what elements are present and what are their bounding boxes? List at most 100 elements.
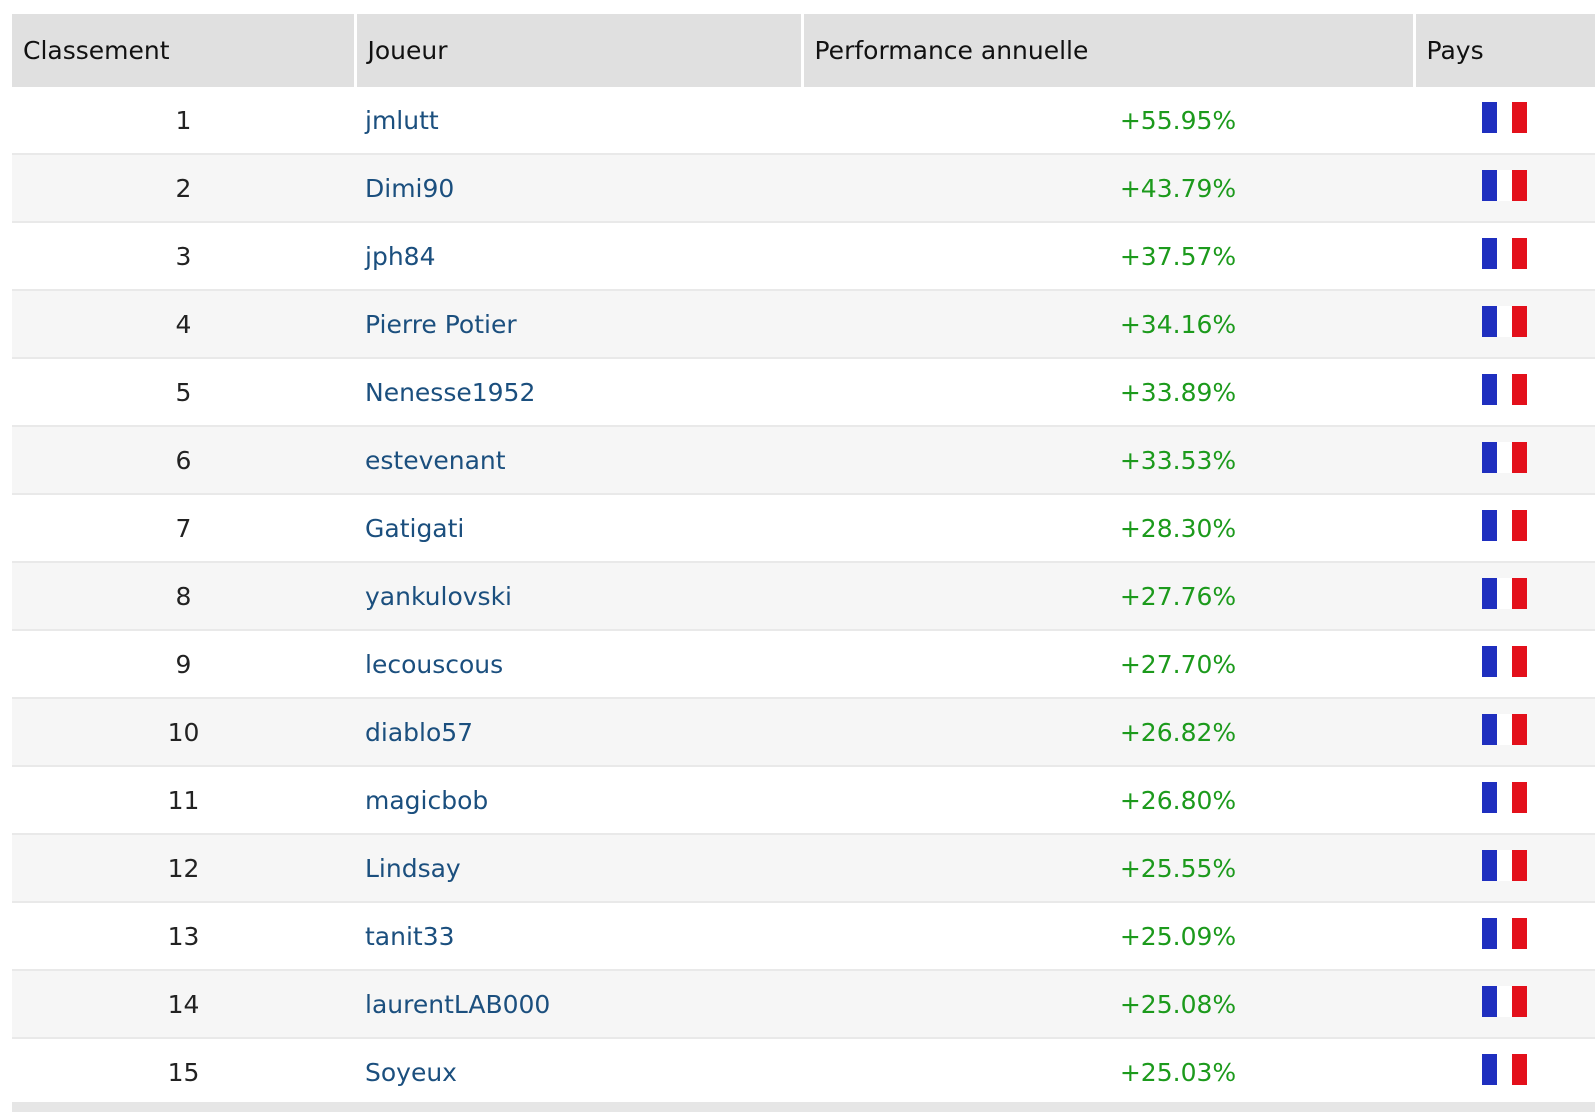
player-link[interactable]: jmlutt bbox=[365, 105, 439, 135]
player-cell: Nenesse1952 bbox=[355, 358, 802, 427]
flag-cell bbox=[1414, 970, 1595, 1039]
player-cell: laurentLAB000 bbox=[355, 970, 802, 1039]
table-row: 14 laurentLAB000 +25.08% bbox=[12, 970, 1595, 1039]
flag-red bbox=[1512, 849, 1527, 881]
flag-blue bbox=[1482, 713, 1497, 745]
table-row: 8 yankulovski +27.76% bbox=[12, 562, 1595, 631]
player-link[interactable]: Nenesse1952 bbox=[365, 377, 536, 407]
player-link[interactable]: jph84 bbox=[365, 241, 436, 271]
flag-cell bbox=[1414, 834, 1595, 903]
flag-cell bbox=[1414, 358, 1595, 427]
rank-cell: 14 bbox=[12, 970, 355, 1039]
rank-cell: 9 bbox=[12, 630, 355, 699]
flag-icon bbox=[1482, 237, 1527, 269]
player-link[interactable]: Pierre Potier bbox=[365, 309, 517, 339]
flag-cell bbox=[1414, 766, 1595, 835]
player-cell: Lindsay bbox=[355, 834, 802, 903]
player-cell: Dimi90 bbox=[355, 154, 802, 223]
player-cell: lecouscous bbox=[355, 630, 802, 699]
ranking-table: Classement Joueur Performance annuelle P… bbox=[12, 14, 1595, 1107]
player-link[interactable]: laurentLAB000 bbox=[365, 989, 551, 1019]
flag-white bbox=[1497, 917, 1512, 949]
rank-cell: 15 bbox=[12, 1038, 355, 1107]
player-link[interactable]: lecouscous bbox=[365, 649, 504, 679]
performance-cell: +25.55% bbox=[802, 834, 1414, 903]
flag-blue bbox=[1482, 169, 1497, 201]
header-cell: Classement bbox=[12, 14, 355, 87]
player-link[interactable]: tanit33 bbox=[365, 921, 455, 951]
flag-red bbox=[1512, 509, 1527, 541]
flag-white bbox=[1497, 101, 1512, 133]
flag-cell bbox=[1414, 290, 1595, 359]
flag-red bbox=[1512, 917, 1527, 949]
flag-red bbox=[1512, 101, 1527, 133]
flag-icon bbox=[1482, 441, 1527, 473]
table-row: 11 magicbob +26.80% bbox=[12, 766, 1595, 835]
flag-icon bbox=[1482, 509, 1527, 541]
player-cell: tanit33 bbox=[355, 902, 802, 971]
performance-cell: +28.30% bbox=[802, 494, 1414, 563]
header-cell: Performance annuelle bbox=[800, 14, 1414, 87]
player-link[interactable]: Lindsay bbox=[365, 853, 461, 883]
table-row: 3 jph84 +37.57% bbox=[12, 222, 1595, 291]
flag-red bbox=[1512, 1053, 1527, 1085]
flag-cell bbox=[1414, 87, 1595, 155]
flag-cell bbox=[1414, 698, 1595, 767]
flag-white bbox=[1497, 1053, 1512, 1085]
flag-cell bbox=[1414, 562, 1595, 631]
table-row: 10 diablo57 +26.82% bbox=[12, 698, 1595, 767]
player-link[interactable]: Soyeux bbox=[365, 1057, 457, 1087]
flag-icon bbox=[1482, 305, 1527, 337]
flag-blue bbox=[1482, 101, 1497, 133]
flag-blue bbox=[1482, 305, 1497, 337]
player-cell: Gatigati bbox=[355, 494, 802, 563]
performance-cell: +25.03% bbox=[802, 1038, 1414, 1107]
flag-red bbox=[1512, 781, 1527, 813]
table-body: 1 jmlutt +55.95% 2 Dimi90 +43.79% 3 jph84 +37.57… bbox=[12, 87, 1595, 1107]
performance-cell: +43.79% bbox=[802, 154, 1414, 223]
flag-white bbox=[1497, 645, 1512, 677]
flag-icon bbox=[1482, 101, 1527, 133]
header-cell: Pays bbox=[1412, 14, 1595, 87]
flag-red bbox=[1512, 577, 1527, 609]
flag-blue bbox=[1482, 917, 1497, 949]
table-row: 4 Pierre Potier +34.16% bbox=[12, 290, 1595, 359]
flag-cell bbox=[1414, 902, 1595, 971]
flag-icon bbox=[1482, 917, 1527, 949]
table-row: 12 Lindsay +25.55% bbox=[12, 834, 1595, 903]
flag-cell bbox=[1414, 222, 1595, 291]
player-cell: Pierre Potier bbox=[355, 290, 802, 359]
flag-icon bbox=[1482, 577, 1527, 609]
header-row: Classement Joueur Performance annuelle P… bbox=[12, 14, 1595, 87]
player-link[interactable]: estevenant bbox=[365, 445, 506, 475]
player-cell: magicbob bbox=[355, 766, 802, 835]
flag-blue bbox=[1482, 441, 1497, 473]
flag-white bbox=[1497, 713, 1512, 745]
table-row: 1 jmlutt +55.95% bbox=[12, 87, 1595, 155]
table-row: 13 tanit33 +25.09% bbox=[12, 902, 1595, 971]
table-row: 7 Gatigati +28.30% bbox=[12, 494, 1595, 563]
rank-cell: 11 bbox=[12, 766, 355, 835]
player-cell: estevenant bbox=[355, 426, 802, 495]
flag-white bbox=[1497, 169, 1512, 201]
flag-cell bbox=[1414, 1038, 1595, 1107]
player-link[interactable]: Dimi90 bbox=[365, 173, 455, 203]
performance-cell: +55.95% bbox=[802, 87, 1414, 155]
rank-cell: 13 bbox=[12, 902, 355, 971]
player-link[interactable]: Gatigati bbox=[365, 513, 465, 543]
performance-cell: +33.89% bbox=[802, 358, 1414, 427]
player-link[interactable]: diablo57 bbox=[365, 717, 474, 747]
rank-cell: 5 bbox=[12, 358, 355, 427]
performance-cell: +26.82% bbox=[802, 698, 1414, 767]
flag-icon bbox=[1482, 1053, 1527, 1085]
player-link[interactable]: magicbob bbox=[365, 785, 489, 815]
flag-blue bbox=[1482, 645, 1497, 677]
flag-cell bbox=[1414, 630, 1595, 699]
table-row: 9 lecouscous +27.70% bbox=[12, 630, 1595, 699]
player-link[interactable]: yankulovski bbox=[365, 581, 512, 611]
flag-icon bbox=[1482, 713, 1527, 745]
rank-cell: 8 bbox=[12, 562, 355, 631]
flag-icon bbox=[1482, 985, 1527, 1017]
flag-red bbox=[1512, 713, 1527, 745]
player-cell: jmlutt bbox=[355, 87, 802, 155]
